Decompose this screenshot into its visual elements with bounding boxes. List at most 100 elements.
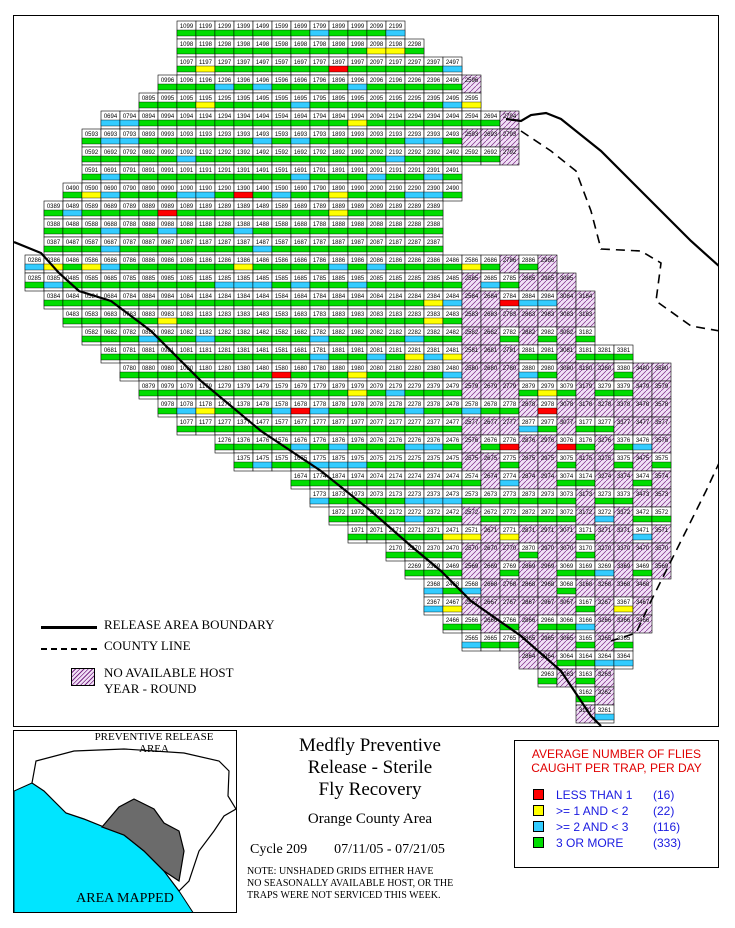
county-line bbox=[610, 463, 718, 642]
grid-cell-status-bar bbox=[347, 317, 368, 325]
grid-cell: 2278 bbox=[404, 398, 425, 418]
grid-cell-status-bar bbox=[404, 245, 425, 253]
grid-cell: 0285 bbox=[24, 272, 45, 292]
grid-cell: 3272 bbox=[594, 506, 615, 526]
key-row-less-than-1: LESS THAN 1 (16) bbox=[533, 788, 674, 802]
grid-cell: 0886 bbox=[138, 254, 159, 274]
grid-cell-status-bar bbox=[290, 371, 311, 379]
grid-cell-status-bar bbox=[138, 371, 159, 379]
grid-cell-label: 2083 bbox=[370, 312, 384, 318]
grid-cell: 3067 bbox=[556, 596, 577, 616]
grid-cell-status-bar bbox=[328, 209, 349, 217]
grid-cell: 0986 bbox=[157, 254, 178, 274]
grid-cell-label: 3170 bbox=[579, 546, 593, 552]
grid-cell: 2568 bbox=[461, 578, 482, 598]
grid-cell: 1690 bbox=[290, 182, 311, 202]
grid-cell-status-bar bbox=[290, 299, 311, 307]
grid-cell: 0590 bbox=[81, 182, 102, 202]
grid-cell: 2294 bbox=[404, 110, 425, 130]
grid-cell-label: 1189 bbox=[199, 204, 213, 210]
grid-cell-label: 3084 bbox=[560, 294, 574, 300]
grid-cell-label: 2596 bbox=[465, 78, 479, 84]
grid-cell-status-bar bbox=[100, 281, 121, 289]
grid-cell-label: 2671 bbox=[484, 528, 498, 534]
grid-cell: 2176 bbox=[385, 434, 406, 454]
grid-cell: 2584 bbox=[461, 290, 482, 310]
grid-cell-status-bar bbox=[309, 227, 330, 235]
grid-cell-label: 1991 bbox=[351, 168, 365, 174]
grid-cell: 1389 bbox=[233, 200, 254, 220]
grid-cell: 3078 bbox=[556, 398, 577, 418]
grid-cell-label: 1882 bbox=[332, 330, 346, 336]
grid-cell-status-bar bbox=[613, 353, 634, 361]
grid-cell-label: 2191 bbox=[389, 168, 403, 174]
grid-cell-label: 2883 bbox=[522, 312, 536, 318]
grid-cell-label: 2579 bbox=[465, 384, 479, 390]
grid-cell: 2580 bbox=[461, 362, 482, 382]
grid-cell-label: 0590 bbox=[85, 186, 99, 192]
grid-cell-label: 1479 bbox=[256, 384, 270, 390]
grid-cell-label: 2283 bbox=[408, 312, 422, 318]
grid-cell-label: 2876 bbox=[522, 438, 536, 444]
grid-cell-label: 2477 bbox=[446, 420, 460, 426]
grid-cell-status-bar bbox=[366, 227, 387, 235]
grid-cell-status-bar bbox=[252, 119, 273, 127]
grid-cell: 1780 bbox=[309, 362, 330, 382]
grid-cell-status-bar bbox=[594, 515, 615, 523]
grid-cell-status-bar bbox=[518, 515, 539, 523]
grid-cell-status-bar bbox=[537, 353, 558, 361]
grid-cell-status-bar bbox=[404, 479, 425, 487]
grid-cell-label: 2197 bbox=[389, 60, 403, 66]
grid-cell-label: 2872 bbox=[522, 510, 536, 516]
grid-cell-status-bar bbox=[404, 299, 425, 307]
grid-cell: 1775 bbox=[309, 452, 330, 472]
grid-cell: 1674 bbox=[290, 470, 311, 490]
grid-cell-label: 1277 bbox=[218, 420, 232, 426]
grid-cell-status-bar bbox=[385, 263, 406, 271]
grid-cell-label: 2076 bbox=[370, 438, 384, 444]
grid-cell: 2669 bbox=[480, 560, 501, 580]
grid-cell: 0683 bbox=[100, 308, 121, 328]
grid-cell-status-bar bbox=[328, 65, 349, 73]
grid-cell: 2371 bbox=[423, 524, 444, 544]
grid-cell-label: 3573 bbox=[655, 492, 669, 498]
grid-cell-label: 1893 bbox=[332, 132, 346, 138]
grid-cell: 1394 bbox=[233, 110, 254, 130]
grid-cell-label: 1187 bbox=[199, 240, 213, 246]
grid-cell: 3268 bbox=[594, 578, 615, 598]
grid-cell-status-bar bbox=[385, 173, 406, 181]
grid-cell-label: 0982 bbox=[161, 330, 175, 336]
grid-cell: 2491 bbox=[442, 164, 463, 184]
grid-cell: 2571 bbox=[461, 524, 482, 544]
grid-cell: 2570 bbox=[461, 542, 482, 562]
grid-cell: 0988 bbox=[157, 218, 178, 238]
grid-cell-status-bar bbox=[271, 371, 292, 379]
grid-cell-label: 2865 bbox=[522, 636, 536, 642]
grid-cell-label: 1984 bbox=[351, 294, 365, 300]
grid-cell-status-bar bbox=[119, 263, 140, 271]
grid-cell-status-bar bbox=[537, 389, 558, 397]
grid-cell: 1487 bbox=[252, 236, 273, 256]
grid-cell-status-bar bbox=[195, 227, 216, 235]
grid-cell-label: 1593 bbox=[275, 132, 289, 138]
grid-cell-label: 0681 bbox=[104, 348, 118, 354]
release-boundary-line bbox=[505, 111, 718, 267]
grid-cell-label: 3271 bbox=[598, 528, 612, 534]
grid-cell: 1999 bbox=[347, 20, 368, 40]
grid-cell-status-bar bbox=[138, 227, 159, 235]
grid-cell: 2595 bbox=[461, 92, 482, 112]
grid-cell: 1785 bbox=[309, 272, 330, 292]
grid-cell: 1792 bbox=[309, 146, 330, 166]
grid-cell: 0780 bbox=[119, 362, 140, 382]
grid-cell-label: 2469 bbox=[446, 564, 460, 570]
grid-cell-status-bar bbox=[385, 29, 406, 37]
grid-cell: 0582 bbox=[81, 326, 102, 346]
grid-cell-status-bar bbox=[347, 443, 368, 451]
grid-cell: 2385 bbox=[423, 272, 444, 292]
grid-cell: 2693 bbox=[480, 128, 501, 148]
grid-cell: 1283 bbox=[214, 308, 235, 328]
grid-cell-label: 0980 bbox=[161, 366, 175, 372]
grid-cell-status-bar bbox=[157, 155, 178, 163]
grid-cell: 3180 bbox=[575, 362, 596, 382]
grid-cell-status-bar bbox=[62, 245, 83, 253]
